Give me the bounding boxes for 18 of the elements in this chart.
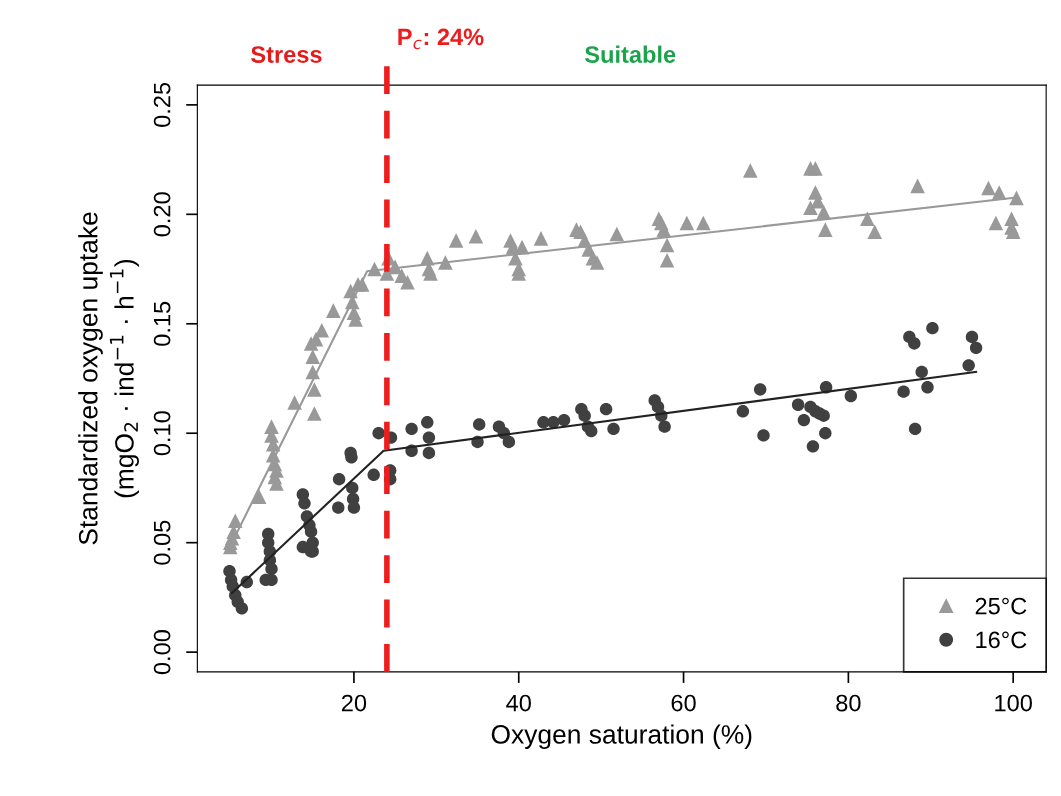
x-tick-label: 100 xyxy=(995,694,1032,712)
y-tick-label: 0.15 xyxy=(153,301,171,346)
y-tick-label: 0.25 xyxy=(153,82,171,127)
ref-line-label: P$_{c}$: 24% xyxy=(398,28,484,50)
x-tick-label: 80 xyxy=(836,694,861,712)
y-tick-label: 0.20 xyxy=(153,192,171,237)
x-tick-label: 20 xyxy=(341,694,367,712)
y-tick-label: 0.05 xyxy=(153,520,171,565)
y-tick-label: 0.10 xyxy=(153,411,171,456)
text: Suitable xyxy=(585,45,676,63)
x-tick-label: 40 xyxy=(506,694,531,712)
y-axis-title: Standardized oxygen uptake (mgO$_{2}$ · ind$^{−1}$ · h$^{−1}$) xyxy=(78,212,139,545)
legend-label: 16°C xyxy=(976,631,1027,649)
text: Stress xyxy=(251,46,322,63)
y-tick-label: 0.00 xyxy=(153,630,171,675)
x-tick-label: 60 xyxy=(671,694,696,712)
legend-label: 25°C xyxy=(975,597,1027,615)
x-axis-title: Oxygen saturation (%) xyxy=(491,724,752,749)
